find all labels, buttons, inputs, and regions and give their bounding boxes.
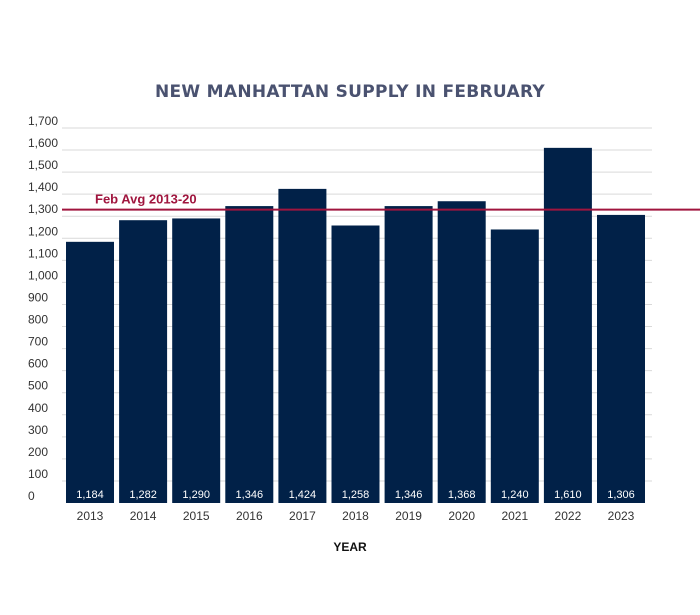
x-tick-label: 2022 [555, 509, 582, 523]
bar [490, 229, 539, 503]
bar [278, 188, 327, 503]
x-tick-label: 2017 [289, 509, 316, 523]
x-tick-label: 2020 [448, 509, 475, 523]
bar-value-label: 1,346 [395, 489, 423, 501]
y-tick-label: 100 [28, 467, 48, 481]
bar [543, 147, 592, 503]
y-tick-label: 1,000 [28, 268, 58, 282]
x-tick-label: 2018 [342, 509, 369, 523]
bar-value-label: 1,240 [501, 489, 529, 501]
x-tick-label: 2014 [130, 509, 157, 523]
reference-line-group: Feb Avg 2013-20 [62, 192, 700, 211]
y-tick-label: 200 [28, 445, 48, 459]
x-tick-label: 2021 [501, 509, 528, 523]
x-tick-label: 2016 [236, 509, 263, 523]
x-tick-label: 2023 [608, 509, 635, 523]
bar [172, 218, 221, 504]
y-tick-label: 300 [28, 423, 48, 437]
bars [66, 147, 645, 504]
y-tick-label: 1,400 [28, 180, 58, 194]
bar [225, 206, 274, 503]
y-tick-label: 1,200 [28, 224, 58, 238]
bar-value-label: 1,184 [76, 489, 104, 501]
bar [597, 214, 645, 504]
y-tick-label: 1,100 [28, 246, 58, 260]
chart-title: NEW MANHATTAN SUPPLY IN FEBRUARY [155, 82, 545, 102]
y-tick-label: 1,500 [28, 158, 58, 172]
bar-value-label: 1,282 [129, 489, 157, 501]
data-labels: 1,184 1,282 1,290 1,346 1,424 1,258 1,346 1,368… [76, 489, 635, 501]
y-tick-label: 900 [28, 290, 48, 304]
bar-value-label: 1,258 [342, 489, 370, 501]
y-tick-label: 400 [28, 401, 48, 415]
x-tick-label: 2013 [77, 509, 104, 523]
bar-value-label: 1,290 [182, 489, 210, 501]
reference-line-label: Feb Avg 2013-20 [95, 192, 197, 207]
x-axis-label: YEAR [333, 540, 367, 554]
bar [66, 241, 114, 503]
y-axis-ticks: 0 100 200 300 400 500 600 700 800 900 1,000 1,100 1,… [28, 114, 58, 503]
x-tick-label: 2019 [395, 509, 422, 523]
bar-value-label: 1,346 [236, 489, 264, 501]
y-tick-label: 1,700 [28, 114, 58, 128]
y-tick-label: 0 [28, 489, 35, 503]
x-axis-ticks: 2013 2014 2015 2016 2017 2018 2019 2020 2021 2022… [77, 509, 635, 523]
y-tick-label: 800 [28, 313, 48, 327]
y-tick-label: 600 [28, 357, 48, 371]
bar-value-label: 1,424 [289, 489, 317, 501]
bar [331, 225, 380, 503]
bar-value-label: 1,368 [448, 489, 476, 501]
bar-value-label: 1,610 [554, 489, 582, 501]
y-tick-label: 1,300 [28, 202, 58, 216]
y-tick-label: 500 [28, 379, 48, 393]
bar [119, 220, 168, 504]
bar [384, 206, 433, 503]
bar-value-label: 1,306 [607, 489, 635, 501]
y-tick-label: 1,600 [28, 136, 58, 150]
x-tick-label: 2015 [183, 509, 210, 523]
y-tick-label: 700 [28, 335, 48, 349]
bar [437, 201, 486, 503]
